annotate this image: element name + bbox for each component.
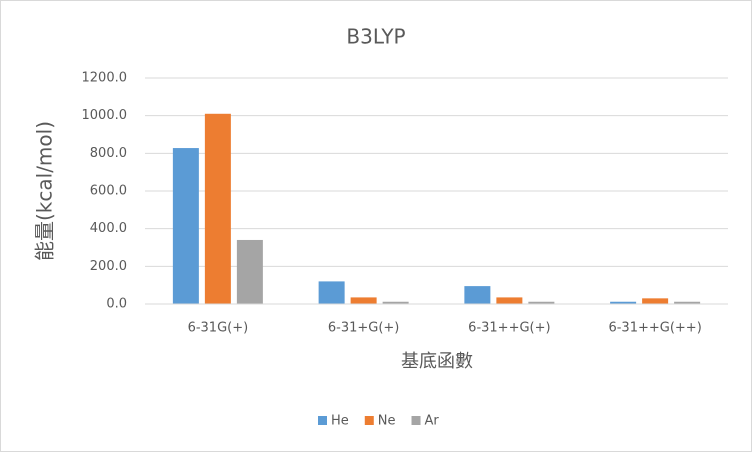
y-tick-label: 0.0	[106, 297, 127, 312]
bar	[674, 301, 701, 304]
legend-label: He	[331, 414, 349, 429]
bar	[464, 286, 491, 304]
bar	[172, 148, 199, 304]
legend-label: Ar	[425, 414, 440, 429]
y-axis-title: 能量(kcal/mol)	[33, 121, 57, 261]
bar	[318, 281, 345, 304]
bar	[642, 298, 669, 304]
chart-title: B3LYP	[346, 25, 405, 49]
x-tick-label: 6-31G(+)	[188, 321, 249, 336]
bar	[496, 297, 523, 304]
legend-label: Ne	[378, 414, 396, 429]
bar	[236, 239, 263, 304]
bar	[528, 301, 555, 304]
x-tick-label: 6-31+G(+)	[328, 321, 400, 336]
x-axis-title: 基底函數	[401, 351, 473, 372]
y-tick-label: 1200.0	[82, 71, 128, 86]
bar	[382, 301, 409, 304]
y-tick-label: 200.0	[90, 259, 127, 274]
x-tick-label: 6-31++G(++)	[608, 321, 701, 336]
legend-swatch	[364, 416, 374, 425]
legend-swatch	[318, 416, 327, 425]
bar	[204, 113, 231, 305]
bar	[610, 301, 637, 304]
y-tick-label: 800.0	[90, 146, 127, 161]
y-tick-label: 600.0	[90, 184, 127, 199]
legend-swatch	[411, 416, 421, 425]
y-tick-label: 1000.0	[82, 108, 128, 123]
bar	[350, 297, 377, 304]
x-tick-label: 6-31++G(+)	[468, 321, 550, 336]
y-tick-label: 400.0	[90, 221, 127, 236]
